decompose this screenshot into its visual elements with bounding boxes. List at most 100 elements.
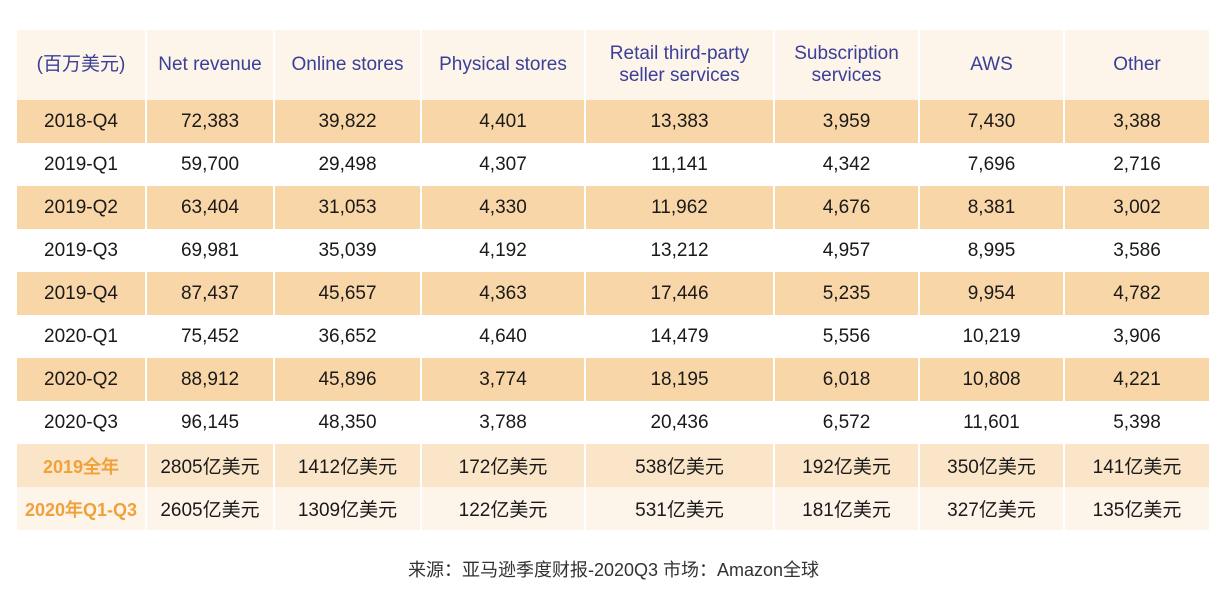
table-cell: 17,446 <box>586 272 775 315</box>
table-cell: 75,452 <box>147 315 275 358</box>
table-cell: 4,307 <box>422 143 586 186</box>
table-cell: 7,430 <box>920 100 1065 143</box>
column-header: Physical stores <box>422 30 586 100</box>
table-cell: 63,404 <box>147 186 275 229</box>
table-cell: 327亿美元 <box>920 487 1065 530</box>
table-cell: 4,192 <box>422 229 586 272</box>
table-cell: 3,959 <box>775 100 920 143</box>
row-label: 2019-Q2 <box>17 186 147 229</box>
row-label: 2020-Q3 <box>17 401 147 444</box>
table-cell: 4,342 <box>775 143 920 186</box>
table-cell: 4,401 <box>422 100 586 143</box>
table-cell: 29,498 <box>275 143 422 186</box>
table-cell: 3,586 <box>1065 229 1209 272</box>
table-cell: 4,330 <box>422 186 586 229</box>
table-cell: 45,896 <box>275 358 422 401</box>
table-cell: 10,219 <box>920 315 1065 358</box>
table-cell: 135亿美元 <box>1065 487 1209 530</box>
column-header: Net revenue <box>147 30 275 100</box>
table-cell: 18,195 <box>586 358 775 401</box>
table-row: 2019-Q4 87,437 45,657 4,363 17,446 5,235 9,954… <box>17 272 1209 315</box>
table-cell: 11,601 <box>920 401 1065 444</box>
table-row: 2019-Q1 59,700 29,498 4,307 11,141 4,342 7,696… <box>17 143 1209 186</box>
column-header: (百万美元) <box>17 30 147 100</box>
table-cell: 4,221 <box>1065 358 1209 401</box>
column-header: AWS <box>920 30 1065 100</box>
row-label: 2018-Q4 <box>17 100 147 143</box>
revenue-table: (百万美元) Net revenue Online stores Physical s… <box>17 30 1209 530</box>
table-cell: 36,652 <box>275 315 422 358</box>
table-row: 2018-Q4 72,383 39,822 4,401 13,383 3,959 7,430… <box>17 100 1209 143</box>
table-cell: 531亿美元 <box>586 487 775 530</box>
table-cell: 2805亿美元 <box>147 444 275 487</box>
table-cell: 88,912 <box>147 358 275 401</box>
table-row: 2019全年 2805亿美元 1412亿美元 172亿美元 538亿美元 192亿美元 35… <box>17 444 1209 487</box>
table-cell: 172亿美元 <box>422 444 586 487</box>
table-cell: 1309亿美元 <box>275 487 422 530</box>
table-cell: 3,788 <box>422 401 586 444</box>
table-cell: 14,479 <box>586 315 775 358</box>
table-cell: 4,782 <box>1065 272 1209 315</box>
row-label: 2020-Q1 <box>17 315 147 358</box>
source-note: 来源：亚马逊季度财报-2020Q3 市场：Amazon全球 <box>407 560 820 580</box>
table-cell: 48,350 <box>275 401 422 444</box>
table-header-row: (百万美元) Net revenue Online stores Physical s… <box>17 30 1209 100</box>
table-cell: 11,141 <box>586 143 775 186</box>
row-label: 2019-Q4 <box>17 272 147 315</box>
table-row: 2019-Q2 63,404 31,053 4,330 11,962 4,676 8,381… <box>17 186 1209 229</box>
table-cell: 31,053 <box>275 186 422 229</box>
table-cell: 7,696 <box>920 143 1065 186</box>
table-cell: 141亿美元 <box>1065 444 1209 487</box>
row-label: 2020-Q2 <box>17 358 147 401</box>
table-cell: 59,700 <box>147 143 275 186</box>
table-cell: 9,954 <box>920 272 1065 315</box>
table-cell: 181亿美元 <box>775 487 920 530</box>
table-cell: 69,981 <box>147 229 275 272</box>
row-label: 2019全年 <box>17 444 147 487</box>
table-cell: 2605亿美元 <box>147 487 275 530</box>
table-cell: 6,018 <box>775 358 920 401</box>
table-cell: 3,774 <box>422 358 586 401</box>
table-cell: 5,235 <box>775 272 920 315</box>
table-cell: 72,383 <box>147 100 275 143</box>
table-cell: 3,906 <box>1065 315 1209 358</box>
table-cell: 6,572 <box>775 401 920 444</box>
table-cell: 4,363 <box>422 272 586 315</box>
table-row: 2020年Q1-Q3 2605亿美元 1309亿美元 122亿美元 531亿美元 181亿… <box>17 487 1209 530</box>
row-label: 2019-Q3 <box>17 229 147 272</box>
table-cell: 3,002 <box>1065 186 1209 229</box>
table-cell: 10,808 <box>920 358 1065 401</box>
table-cell: 96,145 <box>147 401 275 444</box>
table-cell: 20,436 <box>586 401 775 444</box>
row-label: 2019-Q1 <box>17 143 147 186</box>
table-row: 2020-Q2 88,912 45,896 3,774 18,195 6,018 10,80… <box>17 358 1209 401</box>
column-header: Other <box>1065 30 1209 100</box>
table-cell: 192亿美元 <box>775 444 920 487</box>
table-cell: 122亿美元 <box>422 487 586 530</box>
table-cell: 35,039 <box>275 229 422 272</box>
table-cell: 4,957 <box>775 229 920 272</box>
table-cell: 4,676 <box>775 186 920 229</box>
table-row: 2020-Q1 75,452 36,652 4,640 14,479 5,556 10,21… <box>17 315 1209 358</box>
table-row: 2019-Q3 69,981 35,039 4,192 13,212 4,957 8,995… <box>17 229 1209 272</box>
table-row: 2020-Q3 96,145 48,350 3,788 20,436 6,572 11,60… <box>17 401 1209 444</box>
table-cell: 538亿美元 <box>586 444 775 487</box>
table-cell: 5,556 <box>775 315 920 358</box>
table-cell: 4,640 <box>422 315 586 358</box>
column-header: Subscription services <box>775 30 920 100</box>
table-cell: 13,383 <box>586 100 775 143</box>
column-header: Retail third-party seller services <box>586 30 775 100</box>
table-cell: 5,398 <box>1065 401 1209 444</box>
table-cell: 2,716 <box>1065 143 1209 186</box>
table-cell: 8,995 <box>920 229 1065 272</box>
table-cell: 8,381 <box>920 186 1065 229</box>
table-cell: 3,388 <box>1065 100 1209 143</box>
table-body: 2018-Q4 72,383 39,822 4,401 13,383 3,959 7,430… <box>17 100 1209 530</box>
table-cell: 45,657 <box>275 272 422 315</box>
column-header: Online stores <box>275 30 422 100</box>
table-cell: 39,822 <box>275 100 422 143</box>
row-label: 2020年Q1-Q3 <box>17 487 147 530</box>
table-cell: 87,437 <box>147 272 275 315</box>
table-cell: 11,962 <box>586 186 775 229</box>
table-cell: 350亿美元 <box>920 444 1065 487</box>
